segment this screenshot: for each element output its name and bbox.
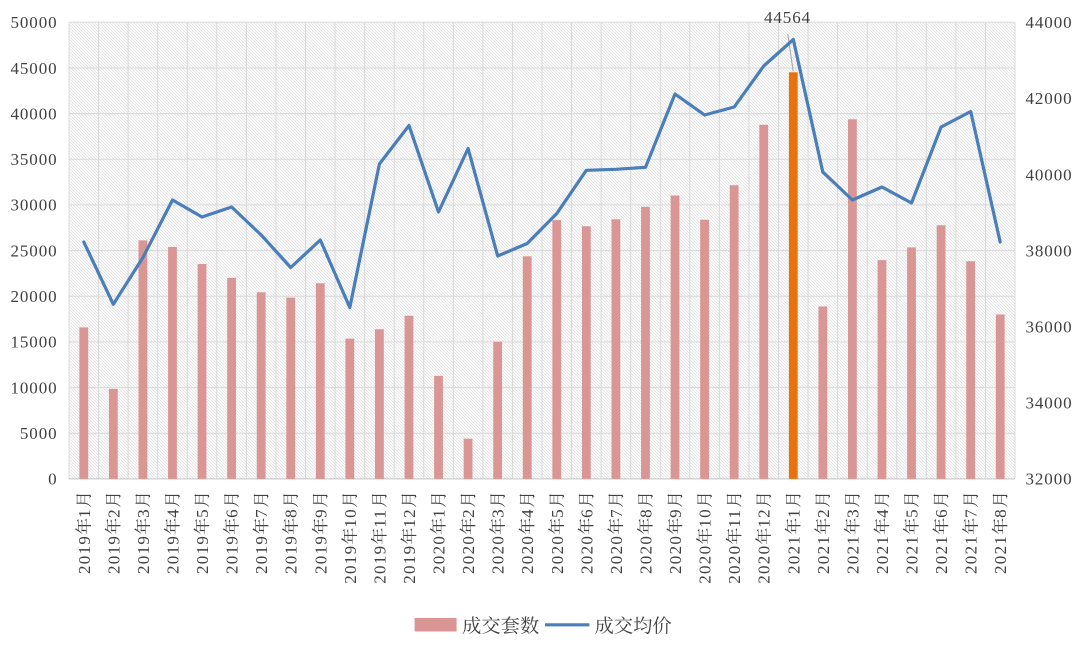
svg-text:2020: 2020 xyxy=(430,535,449,574)
svg-text:2019: 2019 xyxy=(282,535,301,574)
svg-text:9: 9 xyxy=(311,508,330,518)
svg-text:15000: 15000 xyxy=(11,333,58,352)
svg-text:12: 12 xyxy=(400,508,419,528)
svg-text:9: 9 xyxy=(666,508,685,518)
svg-text:5: 5 xyxy=(193,508,212,518)
svg-text:2: 2 xyxy=(459,508,478,518)
svg-text:45000: 45000 xyxy=(11,59,58,78)
svg-text:5: 5 xyxy=(903,508,922,518)
svg-text:2021: 2021 xyxy=(814,535,833,574)
svg-text:2020: 2020 xyxy=(518,535,537,574)
svg-text:3: 3 xyxy=(489,508,508,518)
svg-text:12: 12 xyxy=(755,508,774,528)
svg-text:2019: 2019 xyxy=(164,535,183,574)
svg-text:4: 4 xyxy=(518,508,537,518)
svg-text:10: 10 xyxy=(341,508,360,528)
svg-text:2019: 2019 xyxy=(341,545,360,584)
svg-text:3: 3 xyxy=(134,508,153,518)
svg-text:2020: 2020 xyxy=(489,535,508,574)
svg-text:20000: 20000 xyxy=(11,287,58,306)
svg-text:2020: 2020 xyxy=(607,535,626,574)
svg-text:2019: 2019 xyxy=(104,535,123,574)
svg-text:50000: 50000 xyxy=(11,13,58,32)
svg-text:7: 7 xyxy=(252,508,271,518)
svg-text:2021: 2021 xyxy=(784,535,803,574)
svg-text:2019: 2019 xyxy=(252,535,271,574)
svg-text:40000: 40000 xyxy=(11,104,58,123)
svg-text:8: 8 xyxy=(991,508,1010,518)
svg-text:10000: 10000 xyxy=(11,378,58,397)
svg-text:2020: 2020 xyxy=(666,535,685,574)
svg-text:11: 11 xyxy=(370,509,389,528)
svg-text:2020: 2020 xyxy=(548,535,567,574)
svg-text:32000: 32000 xyxy=(1026,470,1073,489)
svg-text:2: 2 xyxy=(104,508,123,518)
svg-text:38000: 38000 xyxy=(1026,241,1073,260)
svg-text:44000: 44000 xyxy=(1026,13,1073,32)
svg-text:4: 4 xyxy=(873,508,892,518)
svg-text:34000: 34000 xyxy=(1026,394,1073,413)
svg-text:2020: 2020 xyxy=(459,535,478,574)
svg-text:6: 6 xyxy=(223,508,242,518)
svg-text:6: 6 xyxy=(577,508,596,518)
svg-text:2020: 2020 xyxy=(577,535,596,574)
svg-text:42000: 42000 xyxy=(1026,89,1073,108)
svg-text:4: 4 xyxy=(164,508,183,518)
svg-text:2021: 2021 xyxy=(932,535,951,574)
svg-text:10: 10 xyxy=(696,508,715,528)
svg-text:2019: 2019 xyxy=(370,545,389,584)
svg-text:30000: 30000 xyxy=(11,196,58,215)
svg-text:2019: 2019 xyxy=(75,535,94,574)
svg-text:7: 7 xyxy=(962,508,981,518)
svg-text:2020: 2020 xyxy=(725,545,744,584)
svg-text:2019: 2019 xyxy=(193,535,212,574)
svg-text:11: 11 xyxy=(725,509,744,528)
svg-text:2021: 2021 xyxy=(962,535,981,574)
svg-text:25000: 25000 xyxy=(11,241,58,260)
svg-text:2: 2 xyxy=(814,508,833,518)
svg-text:5000: 5000 xyxy=(20,424,58,443)
svg-text:2020: 2020 xyxy=(696,545,715,584)
svg-text:2021: 2021 xyxy=(843,535,862,574)
svg-text:8: 8 xyxy=(637,508,656,518)
svg-text:40000: 40000 xyxy=(1026,165,1073,184)
svg-text:2019: 2019 xyxy=(400,545,419,584)
svg-text:2020: 2020 xyxy=(637,535,656,574)
svg-text:2019: 2019 xyxy=(134,535,153,574)
svg-text:5: 5 xyxy=(548,508,567,518)
svg-text:1: 1 xyxy=(75,508,94,518)
svg-text:7: 7 xyxy=(607,508,626,518)
svg-text:2020: 2020 xyxy=(755,545,774,584)
svg-text:2021: 2021 xyxy=(873,535,892,574)
svg-text:36000: 36000 xyxy=(1026,318,1073,337)
svg-text:8: 8 xyxy=(282,508,301,518)
svg-text:6: 6 xyxy=(932,508,951,518)
svg-text:2019: 2019 xyxy=(311,535,330,574)
svg-text:35000: 35000 xyxy=(11,150,58,169)
svg-text:2021: 2021 xyxy=(903,535,922,574)
svg-text:1: 1 xyxy=(784,508,803,518)
svg-text:2021: 2021 xyxy=(991,535,1010,574)
svg-text:44564: 44564 xyxy=(764,8,811,27)
svg-text:2019: 2019 xyxy=(223,535,242,574)
svg-text:1: 1 xyxy=(430,508,449,518)
svg-text:0: 0 xyxy=(48,470,57,489)
svg-text:3: 3 xyxy=(843,508,862,518)
